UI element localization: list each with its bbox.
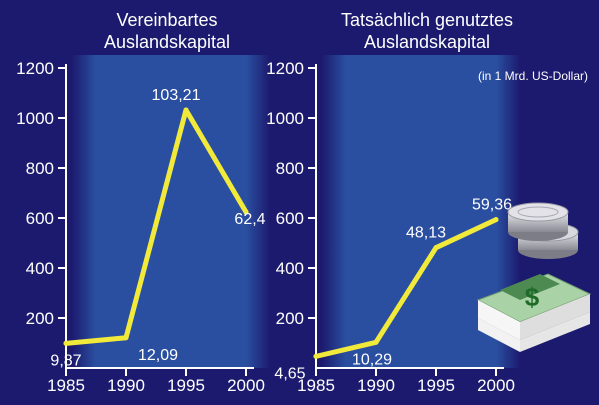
svg-text:$: $ [525,282,540,312]
chart-title: Auslandskapital [364,32,490,52]
coin-stack-icon [507,202,579,259]
data-point [493,217,499,223]
x-tick-label: 1985 [297,376,335,395]
y-tick-label: 600 [26,209,54,228]
series-line [313,217,499,359]
data-label: 59,36 [472,197,512,214]
chart-title: Tatsächlich genutztes [341,10,513,30]
y-tick-label: 1200 [266,59,304,78]
data-point [373,339,379,345]
chart-title: Auslandskapital [104,32,230,52]
y-tick-label: 1000 [16,109,54,128]
x-tick-label: 1995 [417,376,455,395]
x-tick-label: 1985 [47,376,85,395]
y-tick-label: 800 [26,159,54,178]
data-label: 9,87 [50,352,81,369]
dollar-bills-icon: $ [476,273,592,352]
y-tick-label: 1000 [266,109,304,128]
x-tick-label: 1995 [167,376,205,395]
x-tick-label: 1990 [107,376,145,395]
data-label: 10,29 [352,351,392,368]
data-point [63,340,69,346]
data-label: 4,65 [274,365,305,382]
data-label: 103,21 [152,87,201,104]
data-point [123,335,129,341]
y-tick-label: 200 [26,309,54,328]
y-tick-label: 400 [276,259,304,278]
data-label: 62,4 [234,211,265,228]
x-tick-label: 2000 [227,376,265,395]
y-tick-label: 1200 [16,59,54,78]
y-tick-label: 400 [26,259,54,278]
y-tick-label: 200 [276,309,304,328]
chart-title: Vereinbartes [116,10,217,30]
data-point [433,245,439,251]
data-point [313,353,319,359]
y-tick-label: 800 [276,159,304,178]
data-label: 48,13 [406,225,446,242]
plot-area [72,55,270,368]
data-point [243,209,249,215]
series-line [63,107,249,346]
x-tick-label: 1990 [357,376,395,395]
x-tick-label: 2000 [477,376,515,395]
data-label: 12,09 [138,347,178,364]
data-point [183,107,189,113]
y-tick-label: 600 [276,209,304,228]
unit-note: (in 1 Mrd. US-Dollar) [478,69,588,83]
